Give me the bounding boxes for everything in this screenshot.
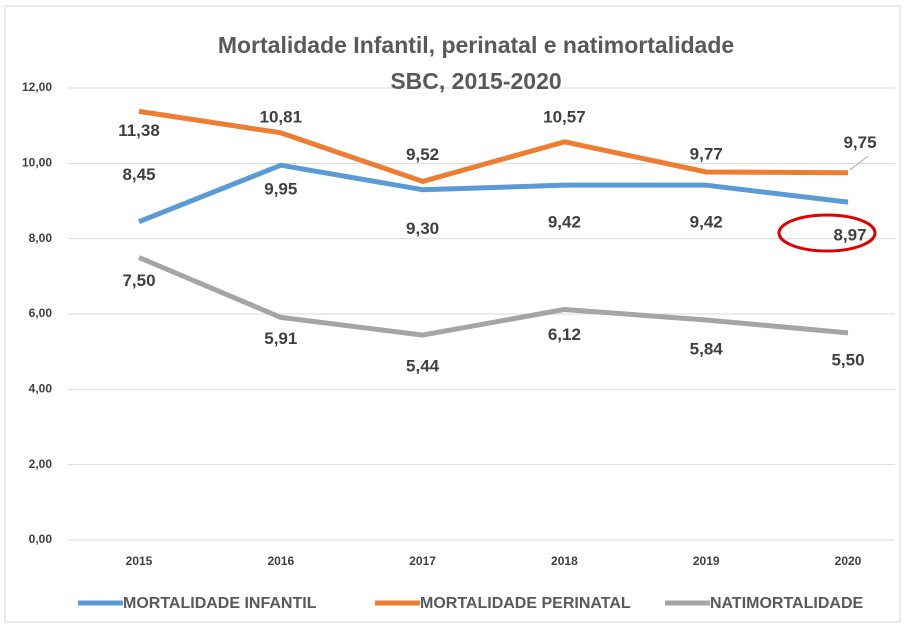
data-label: 8,45 xyxy=(122,165,155,184)
x-tick-label: 2018 xyxy=(551,554,578,568)
y-tick-label: 0,00 xyxy=(29,532,53,546)
x-tick-label: 2017 xyxy=(409,554,436,568)
data-label: 5,50 xyxy=(831,350,864,369)
y-tick-label: 6,00 xyxy=(29,306,53,320)
series-line xyxy=(138,108,849,184)
leader-line xyxy=(849,155,869,171)
data-label: 7,50 xyxy=(122,271,155,290)
y-tick-label: 2,00 xyxy=(29,457,53,471)
y-tick-label: 10,00 xyxy=(22,156,52,170)
highlight-ellipse xyxy=(777,213,877,253)
y-tick-label: 4,00 xyxy=(29,382,53,396)
data-label: 9,30 xyxy=(406,219,439,238)
x-tick-label: 2020 xyxy=(835,554,862,568)
data-label: 11,38 xyxy=(118,121,160,140)
x-tick-label: 2015 xyxy=(126,554,153,568)
data-label: 9,77 xyxy=(690,144,723,163)
series-line xyxy=(138,162,849,225)
chart-title: Mortalidade Infantil, perinatal e natimo… xyxy=(218,32,734,58)
legend-label: MORTALIDADE PERINATAL xyxy=(420,595,631,612)
y-tick-label: 12,00 xyxy=(22,80,52,94)
data-label: 9,75 xyxy=(843,133,876,152)
data-label: 5,44 xyxy=(406,357,440,376)
data-label: 6,12 xyxy=(548,325,581,344)
legend-label: NATIMORTALIDADE xyxy=(710,595,863,612)
data-label: 10,81 xyxy=(260,107,303,126)
data-label: 10,57 xyxy=(543,107,586,126)
data-label: 5,91 xyxy=(264,329,297,348)
data-label: 9,95 xyxy=(264,180,297,199)
data-label: 9,52 xyxy=(406,145,439,164)
x-tick-label: 2019 xyxy=(693,554,720,568)
legend-label: MORTALIDADE INFANTIL xyxy=(123,595,317,612)
x-tick-label: 2016 xyxy=(267,554,294,568)
data-label: 9,42 xyxy=(690,213,723,232)
chart-subtitle: SBC, 2015-2020 xyxy=(390,68,561,94)
data-label: 5,84 xyxy=(690,340,724,359)
data-label: 9,42 xyxy=(548,213,581,232)
series-line xyxy=(138,255,849,338)
data-label: 8,97 xyxy=(833,226,866,245)
y-tick-label: 8,00 xyxy=(29,231,53,245)
